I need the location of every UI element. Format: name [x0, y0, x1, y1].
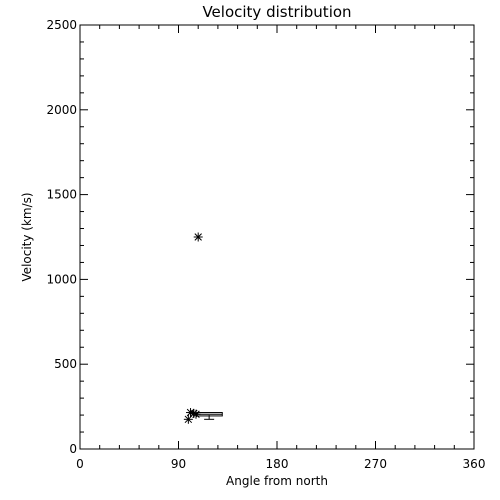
y-tick-label: 500: [54, 357, 77, 371]
plot-frame: [79, 24, 475, 450]
data-point: [183, 414, 193, 424]
data-point-stroke: [194, 233, 202, 241]
y-tick-label: 2000: [46, 103, 77, 117]
data-point: [193, 232, 203, 242]
x-tick-label: 270: [364, 457, 387, 471]
x-tick-label: 90: [171, 457, 186, 471]
data-point-stroke: [186, 408, 195, 417]
y-axis-label: Velocity (km/s): [20, 192, 34, 281]
data-point-stroke: [192, 410, 200, 418]
y-tick-label: 1000: [46, 272, 77, 286]
x-tick-label: 0: [76, 457, 84, 471]
y-tick-label: 1500: [46, 188, 77, 202]
y-tick-label: 0: [69, 442, 77, 456]
x-tick-label: 360: [463, 457, 486, 471]
data-point-stroke: [184, 415, 193, 424]
data-point: [191, 409, 201, 419]
chart-title: Velocity distribution: [202, 3, 351, 21]
x-tick-label: 180: [266, 457, 289, 471]
axis-ticks: 0 90 180 270 360 0 500 1000 1500 2000 2500: [46, 18, 485, 471]
y-tick-label: 2500: [46, 18, 77, 32]
data-marks: [183, 232, 223, 424]
x-axis-label: Angle from north: [226, 474, 328, 488]
